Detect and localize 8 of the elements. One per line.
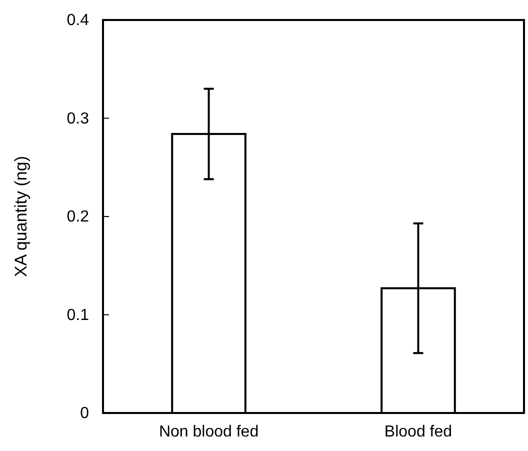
y-tick-label: 0.4 <box>66 12 90 30</box>
x-tick-label: Blood fed <box>384 423 452 440</box>
y-tick-label: 0 <box>80 405 90 422</box>
y-tick-label: 0.1 <box>66 306 90 324</box>
y-tick-label: 0.3 <box>66 110 90 128</box>
y-axis-title: XA quantity (ng) <box>11 156 30 277</box>
y-tick-label: 0.2 <box>66 208 90 226</box>
x-tick-label: Non blood fed <box>158 423 259 440</box>
